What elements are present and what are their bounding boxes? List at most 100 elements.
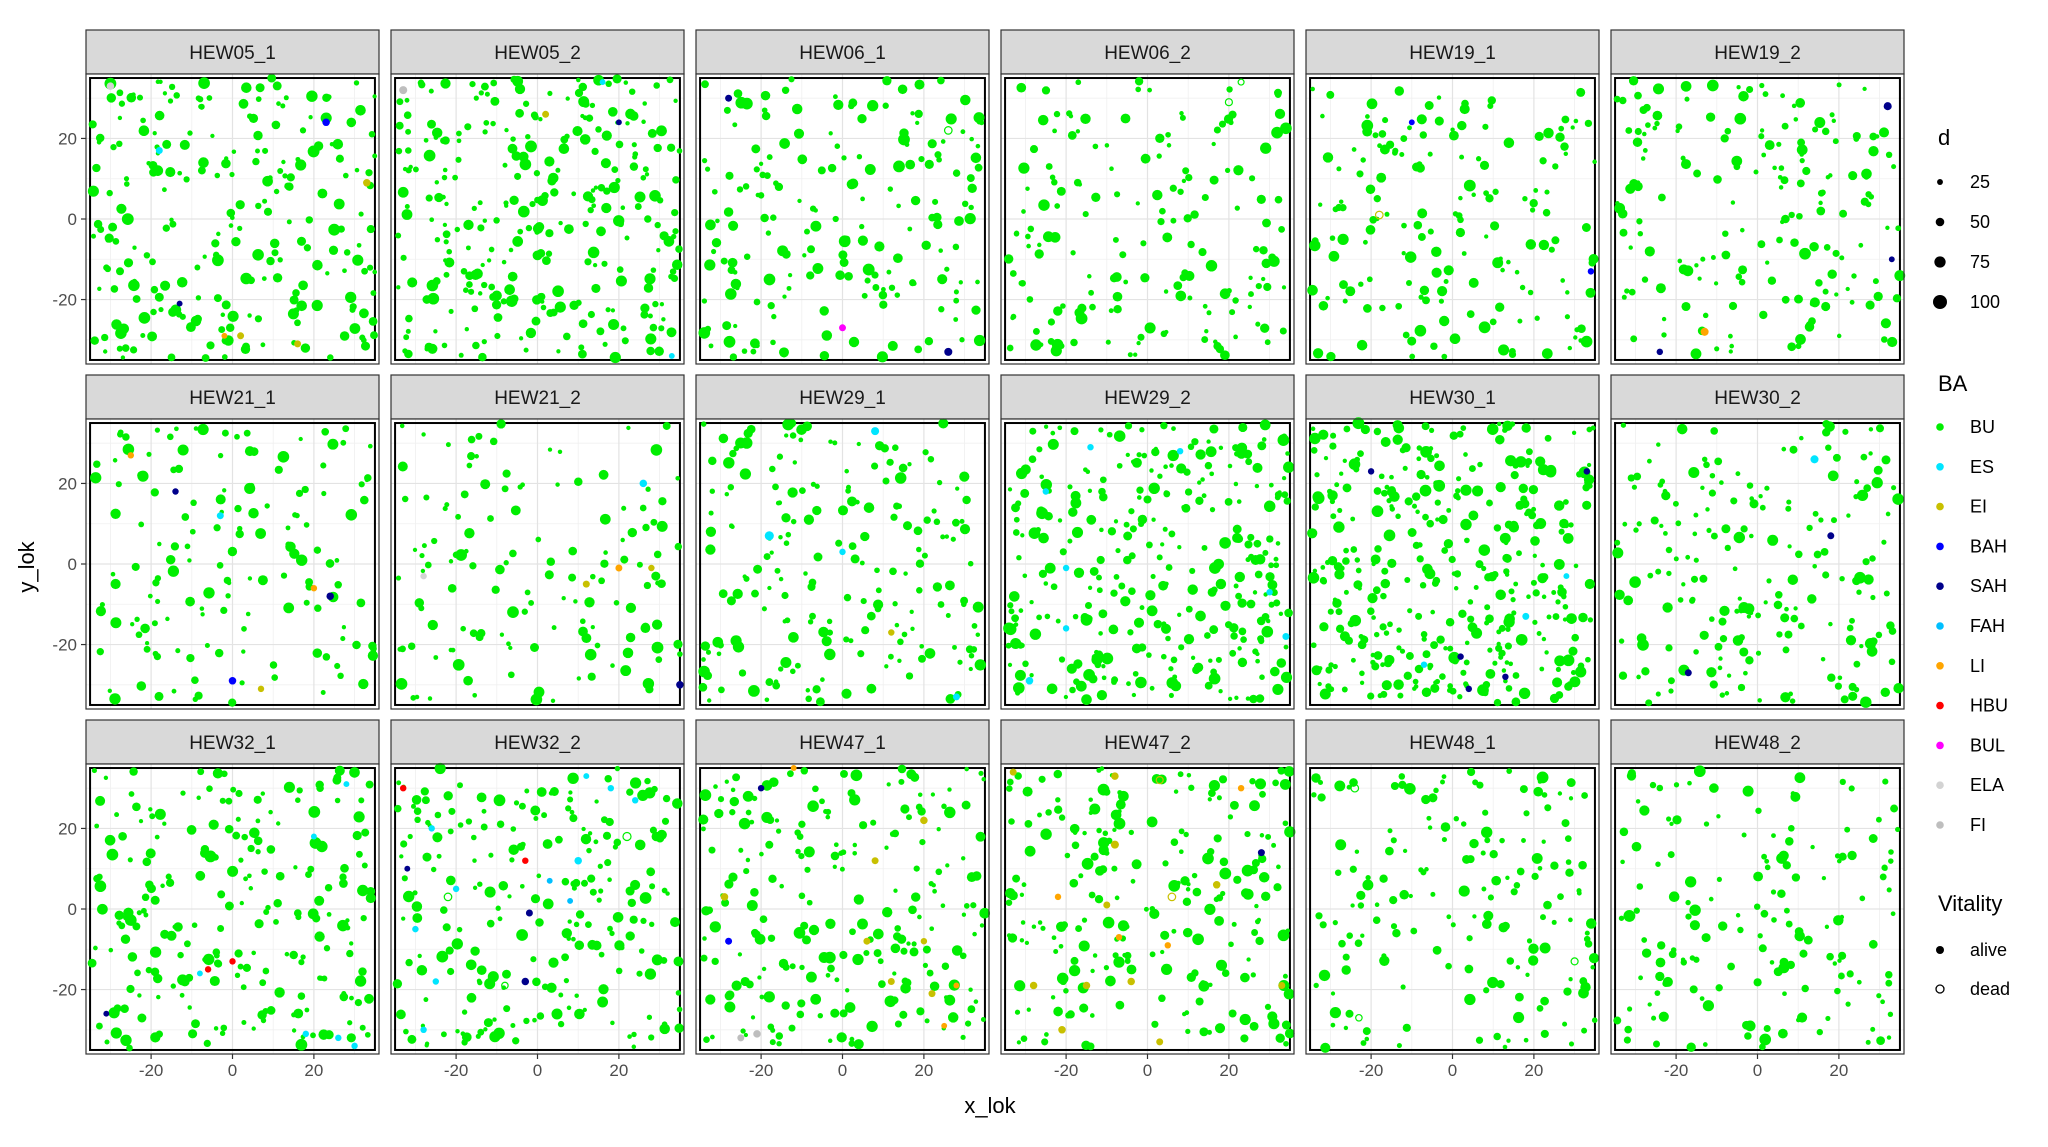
- data-point: [1272, 779, 1279, 787]
- data-point: [828, 439, 833, 444]
- data-point: [759, 994, 765, 1000]
- data-point: [525, 140, 537, 153]
- data-point: [361, 862, 368, 869]
- data-point: [1084, 601, 1093, 610]
- data-point: [481, 281, 488, 289]
- data-point: [1540, 914, 1546, 921]
- data-point: [1365, 874, 1371, 881]
- strip-background: [695, 719, 990, 765]
- data-point: [1617, 209, 1628, 219]
- data-point: [914, 345, 923, 354]
- data-point: [532, 977, 541, 987]
- data-point: [1004, 623, 1017, 636]
- panel-border: [390, 73, 685, 365]
- data-point: [757, 975, 762, 980]
- data-point: [255, 849, 261, 855]
- data-point: [605, 80, 612, 88]
- data-point: [358, 678, 369, 690]
- data-point: [1227, 814, 1234, 820]
- data-point: [1533, 786, 1543, 797]
- data-point: [1620, 859, 1625, 865]
- data-point: [1741, 832, 1747, 838]
- data-point: [293, 865, 298, 870]
- data-point: [621, 337, 629, 345]
- data-point: [1645, 122, 1651, 128]
- data-point: [959, 952, 967, 960]
- data-point: [701, 298, 708, 304]
- data-point: [1587, 617, 1594, 623]
- points: [395, 74, 683, 364]
- data-point: [183, 176, 190, 183]
- data-point-es: [155, 147, 163, 154]
- data-point: [510, 75, 518, 84]
- data-point: [903, 571, 908, 576]
- data-point: [607, 106, 618, 117]
- data-point: [1146, 605, 1158, 617]
- data-point-es: [310, 833, 317, 840]
- legend-key-size: [1933, 295, 1947, 309]
- data-point: [571, 936, 576, 942]
- data-point: [1176, 463, 1187, 474]
- data-point: [1625, 127, 1633, 134]
- data-point: [165, 554, 176, 565]
- data-point: [260, 342, 266, 348]
- data-point: [902, 521, 913, 531]
- data-point: [427, 696, 433, 701]
- data-point: [158, 307, 164, 313]
- data-point: [1628, 245, 1633, 250]
- data-point-fi: [399, 86, 408, 95]
- data-point: [1177, 771, 1184, 778]
- data-point: [648, 1034, 655, 1041]
- data-point: [1655, 861, 1661, 867]
- data-point: [1341, 686, 1348, 693]
- data-point: [1459, 154, 1465, 160]
- x-tick-label: 0: [533, 1061, 542, 1080]
- points: [698, 764, 991, 1050]
- data-point: [728, 220, 739, 231]
- data-point: [187, 130, 193, 136]
- data-point: [1742, 785, 1754, 797]
- data-point: [1455, 495, 1461, 501]
- data-point: [700, 954, 708, 962]
- data-point: [761, 107, 768, 114]
- data-point: [472, 692, 478, 698]
- data-point: [167, 98, 174, 104]
- data-point: [629, 162, 639, 171]
- data-point: [1508, 522, 1520, 533]
- strip-label: HEW47_1: [799, 733, 886, 754]
- data-point: [1251, 929, 1259, 936]
- data-point: [477, 1028, 485, 1036]
- legend-key-fah: [1936, 622, 1944, 630]
- data-point: [271, 120, 281, 130]
- data-point: [427, 292, 440, 305]
- data-point-es: [1176, 447, 1184, 455]
- data-point: [1195, 997, 1204, 1006]
- data-point: [1430, 342, 1438, 350]
- data-point: [1632, 137, 1643, 147]
- data-point: [311, 299, 323, 312]
- data-point: [1261, 625, 1274, 638]
- data-point: [513, 800, 520, 806]
- data-point: [421, 796, 430, 805]
- data-point: [1258, 872, 1270, 883]
- data-point: [365, 893, 376, 904]
- data-point: [626, 788, 634, 796]
- data-point: [1150, 573, 1156, 579]
- data-point: [1568, 1041, 1575, 1047]
- data-point: [1631, 841, 1642, 852]
- data-point: [557, 449, 563, 455]
- data-point-ei: [1127, 977, 1135, 986]
- data-point: [518, 802, 526, 810]
- data-point: [1252, 462, 1263, 473]
- data-point: [1743, 603, 1755, 615]
- y-tick-label: 0: [68, 900, 77, 919]
- data-point: [1537, 865, 1543, 871]
- data-point-es: [412, 925, 419, 933]
- data-point: [1718, 921, 1728, 931]
- data-point: [255, 818, 261, 824]
- data-point: [494, 332, 501, 340]
- data-point: [1104, 143, 1110, 148]
- data-point: [1307, 572, 1320, 584]
- data-point: [1781, 295, 1790, 304]
- data-point: [926, 969, 934, 977]
